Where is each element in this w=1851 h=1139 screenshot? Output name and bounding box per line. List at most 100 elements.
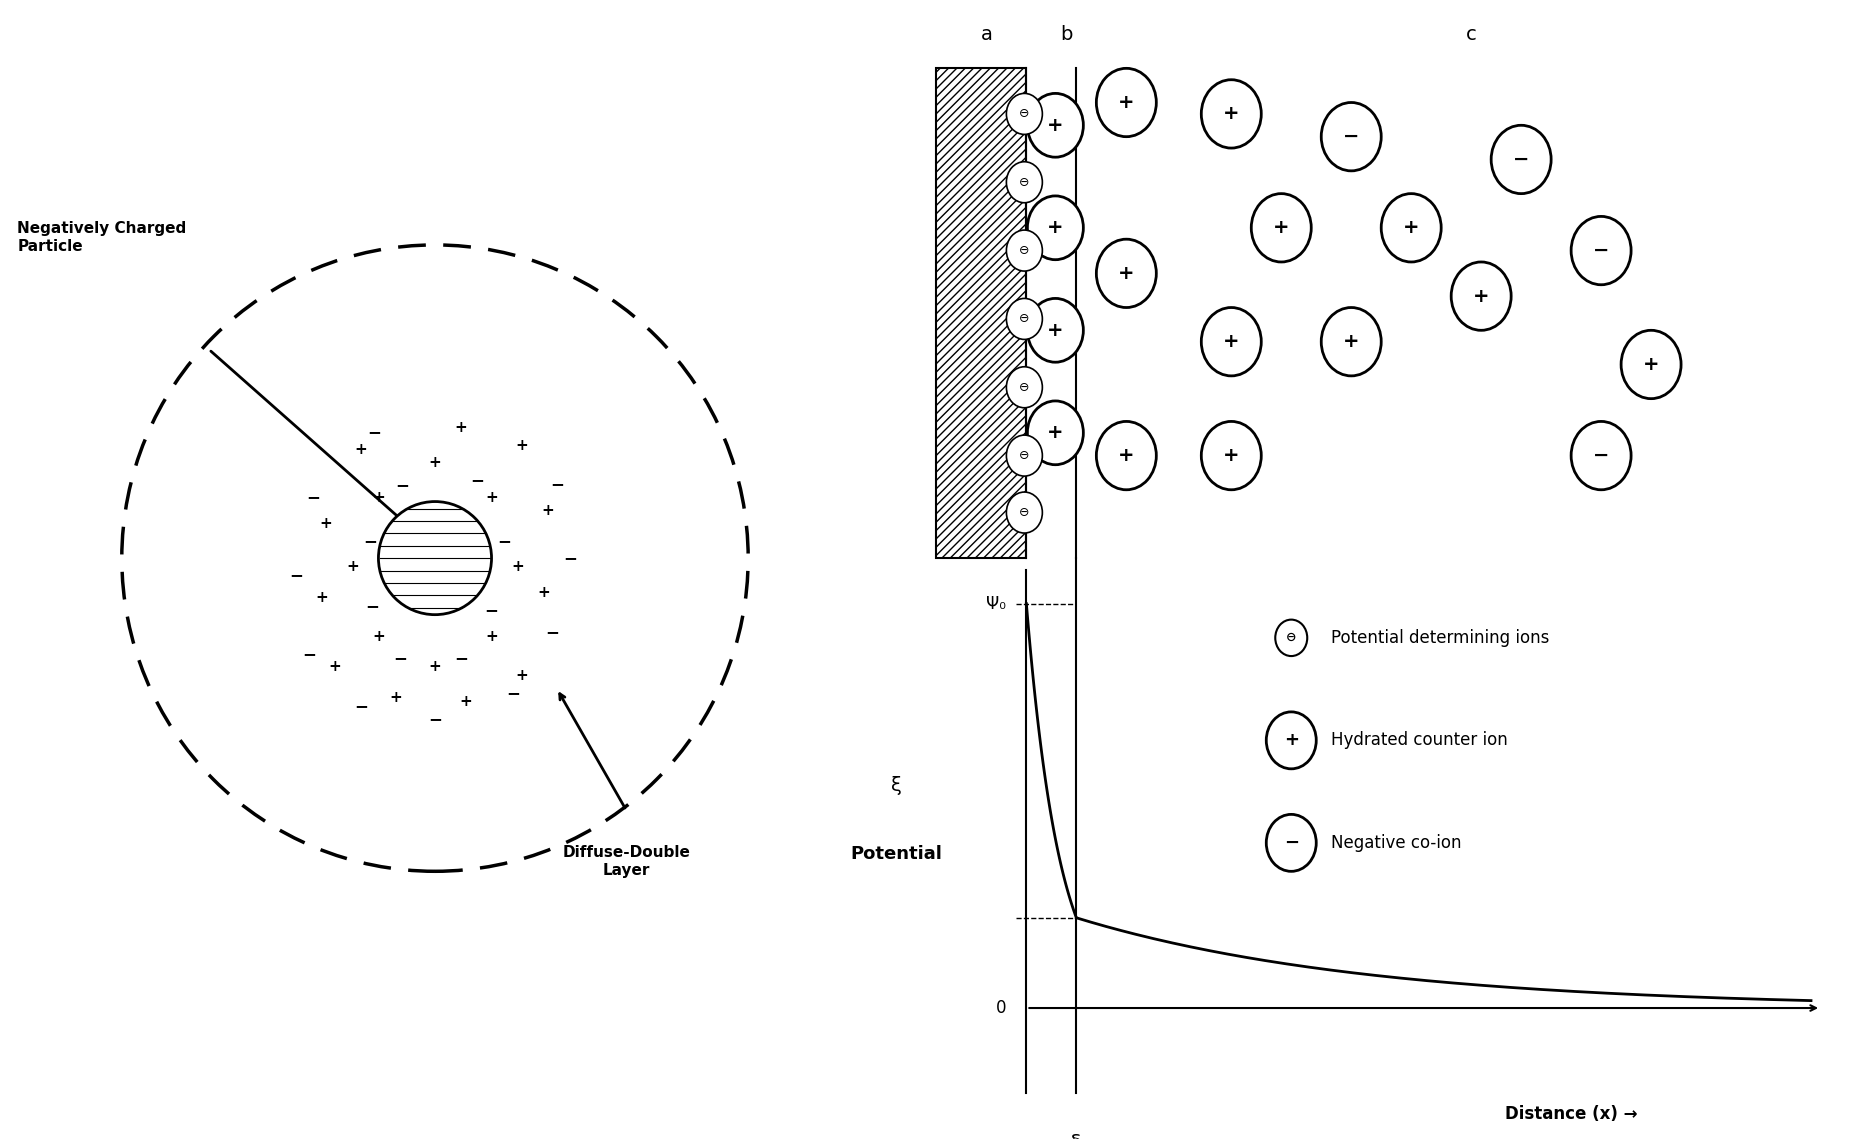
Circle shape bbox=[1096, 421, 1157, 490]
Text: −: − bbox=[507, 683, 520, 702]
Circle shape bbox=[1096, 239, 1157, 308]
Circle shape bbox=[1322, 103, 1381, 171]
Text: −: − bbox=[1344, 128, 1359, 146]
Text: +: + bbox=[1048, 424, 1064, 442]
Text: ⊖: ⊖ bbox=[1020, 312, 1029, 326]
Bar bbox=[937, 68, 1025, 558]
Circle shape bbox=[1275, 620, 1307, 656]
Circle shape bbox=[1266, 814, 1316, 871]
Text: +: + bbox=[1048, 219, 1064, 237]
Text: +: + bbox=[315, 590, 328, 605]
Text: c: c bbox=[1466, 25, 1477, 43]
Text: +: + bbox=[459, 694, 472, 710]
Text: −: − bbox=[550, 475, 565, 493]
Circle shape bbox=[1492, 125, 1551, 194]
Text: ⊖: ⊖ bbox=[1286, 631, 1296, 645]
Text: +: + bbox=[1644, 355, 1658, 374]
Text: −: − bbox=[1594, 446, 1609, 465]
Text: −: − bbox=[365, 597, 379, 615]
Circle shape bbox=[1007, 230, 1042, 271]
Text: ξ: ξ bbox=[890, 777, 901, 795]
Text: +: + bbox=[329, 659, 341, 674]
Circle shape bbox=[1027, 298, 1083, 362]
Text: +: + bbox=[346, 559, 359, 574]
Text: −: − bbox=[470, 470, 483, 489]
Text: −: − bbox=[428, 710, 442, 728]
Text: b: b bbox=[1061, 25, 1072, 43]
Text: Distance (x) →: Distance (x) → bbox=[1505, 1105, 1638, 1123]
Text: a: a bbox=[981, 25, 992, 43]
Circle shape bbox=[1621, 330, 1681, 399]
Circle shape bbox=[1007, 367, 1042, 408]
Circle shape bbox=[1007, 162, 1042, 203]
Circle shape bbox=[1201, 421, 1261, 490]
Text: +: + bbox=[1048, 116, 1064, 134]
Text: +: + bbox=[1118, 264, 1135, 282]
Circle shape bbox=[1007, 435, 1042, 476]
Circle shape bbox=[1027, 196, 1083, 260]
Text: −: − bbox=[354, 697, 368, 715]
Text: +: + bbox=[516, 669, 528, 683]
Text: +: + bbox=[1048, 321, 1064, 339]
Text: Potential determining ions: Potential determining ions bbox=[1331, 629, 1549, 647]
Text: +: + bbox=[372, 629, 385, 644]
Text: Negative co-ion: Negative co-ion bbox=[1331, 834, 1462, 852]
Text: −: − bbox=[289, 566, 304, 584]
Text: ⊖: ⊖ bbox=[1020, 175, 1029, 189]
Text: +: + bbox=[1344, 333, 1359, 351]
Text: −: − bbox=[1594, 241, 1609, 260]
Text: +: + bbox=[1224, 446, 1240, 465]
Text: +: + bbox=[511, 559, 524, 574]
Text: −: − bbox=[305, 489, 320, 506]
Circle shape bbox=[1266, 712, 1316, 769]
Text: −: − bbox=[302, 645, 317, 663]
Circle shape bbox=[1251, 194, 1311, 262]
Text: +: + bbox=[542, 502, 555, 518]
Text: Diffuse-Double
Layer: Diffuse-Double Layer bbox=[563, 845, 690, 878]
Text: +: + bbox=[429, 454, 441, 470]
Text: −: − bbox=[498, 532, 511, 550]
Circle shape bbox=[1451, 262, 1510, 330]
Text: +: + bbox=[1118, 93, 1135, 112]
Text: Hydrated counter ion: Hydrated counter ion bbox=[1331, 731, 1509, 749]
Text: Potential: Potential bbox=[850, 845, 942, 863]
Text: ⊖: ⊖ bbox=[1020, 449, 1029, 462]
Circle shape bbox=[1007, 492, 1042, 533]
Circle shape bbox=[1571, 421, 1631, 490]
Circle shape bbox=[1007, 93, 1042, 134]
Text: Negatively Charged
Particle: Negatively Charged Particle bbox=[17, 221, 187, 254]
Text: +: + bbox=[516, 437, 528, 452]
Circle shape bbox=[1007, 298, 1042, 339]
Text: Ψ₀: Ψ₀ bbox=[987, 595, 1007, 613]
Text: +: + bbox=[1403, 219, 1420, 237]
Text: +: + bbox=[1273, 219, 1290, 237]
Text: +: + bbox=[1224, 105, 1240, 123]
Text: −: − bbox=[363, 532, 376, 550]
Circle shape bbox=[1027, 401, 1083, 465]
Text: ⊖: ⊖ bbox=[1020, 380, 1029, 394]
Text: +: + bbox=[485, 629, 498, 644]
Text: +: + bbox=[320, 516, 333, 531]
Text: −: − bbox=[392, 649, 407, 667]
Text: −: − bbox=[1512, 150, 1529, 169]
Text: −: − bbox=[453, 649, 468, 667]
Circle shape bbox=[1027, 93, 1083, 157]
Text: +: + bbox=[455, 420, 468, 435]
Text: +: + bbox=[389, 690, 402, 705]
Text: ⊖: ⊖ bbox=[1020, 107, 1029, 121]
Text: +: + bbox=[372, 490, 385, 505]
Circle shape bbox=[1096, 68, 1157, 137]
Text: −: − bbox=[1285, 834, 1299, 852]
Circle shape bbox=[1322, 308, 1381, 376]
Text: −: − bbox=[366, 423, 381, 441]
Text: δ: δ bbox=[1070, 1133, 1083, 1139]
Text: 0: 0 bbox=[996, 999, 1007, 1017]
Circle shape bbox=[1201, 80, 1261, 148]
Circle shape bbox=[1201, 308, 1261, 376]
Text: −: − bbox=[546, 623, 559, 641]
Text: +: + bbox=[537, 585, 550, 600]
Circle shape bbox=[378, 501, 492, 615]
Text: +: + bbox=[355, 442, 366, 457]
Text: −: − bbox=[394, 476, 409, 494]
Text: −: − bbox=[485, 601, 498, 620]
